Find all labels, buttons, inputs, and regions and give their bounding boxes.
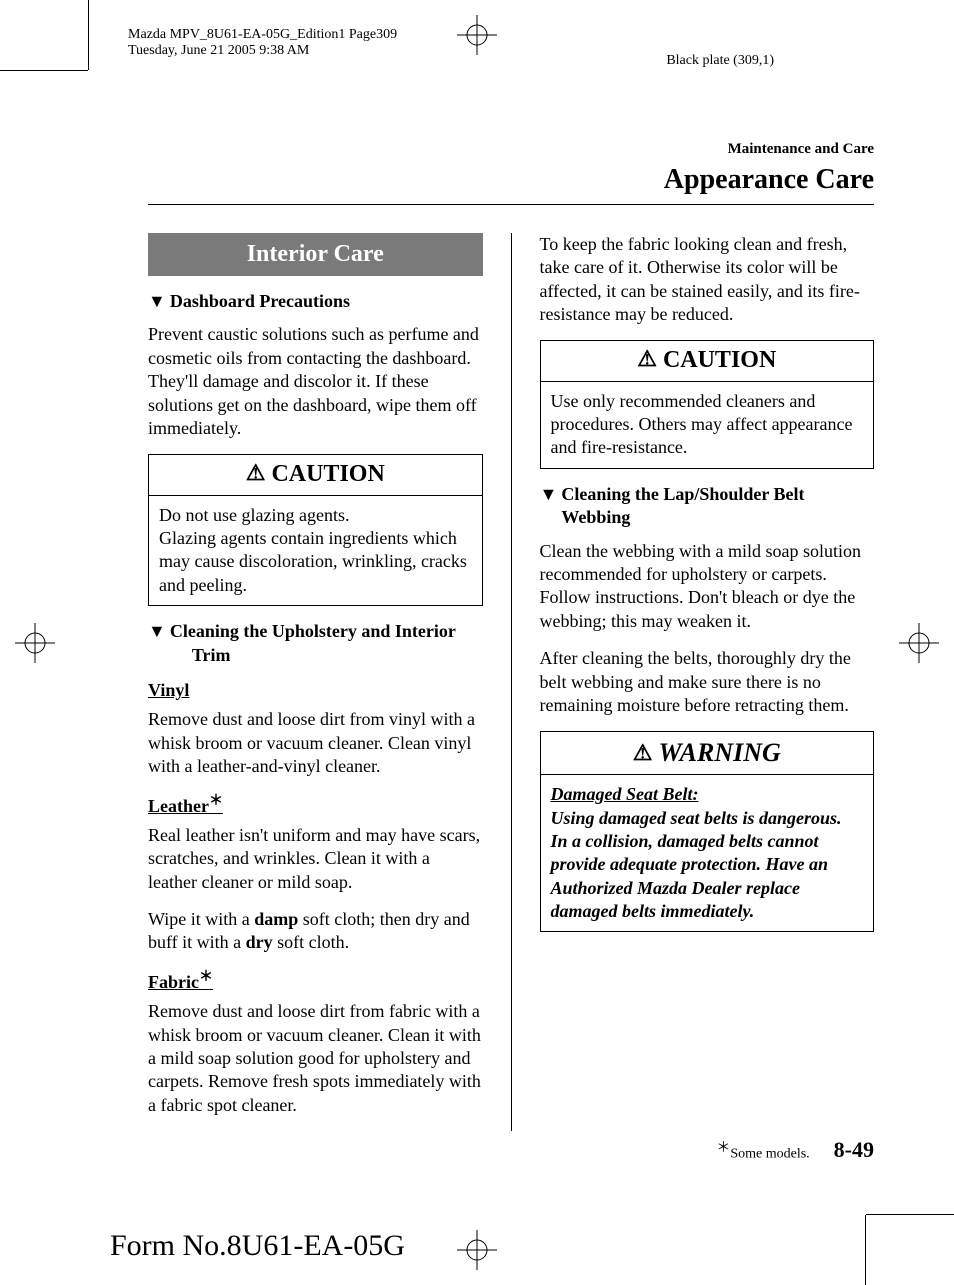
header-title: Appearance Care <box>148 162 874 198</box>
header-rule <box>148 204 874 205</box>
text: soft cloth. <box>273 932 350 952</box>
warning-subhead: Damaged Seat Belt: <box>551 784 699 804</box>
warning-text: Using damaged seat belts is dangerous. I… <box>551 808 842 922</box>
column-separator <box>511 233 512 1131</box>
paragraph: After cleaning the belts, thoroughly dry… <box>540 647 875 717</box>
crop-mark <box>866 1214 954 1215</box>
text: Wipe it with a <box>148 909 254 929</box>
crop-mark <box>865 1215 866 1285</box>
subhead-label: Dashboard Precautions <box>170 290 350 313</box>
registration-mark-icon <box>457 15 497 55</box>
caution-body: Do not use glazing agents. Glazing agent… <box>149 496 482 606</box>
page-content: Maintenance and Care Appearance Care Int… <box>148 140 874 1165</box>
triangle-icon: ▼ <box>148 620 166 643</box>
warning-box: ⚠WARNING Damaged Seat Belt: Using damage… <box>540 731 875 932</box>
paragraph: Prevent caustic solutions such as perfum… <box>148 323 483 440</box>
footer-note: ＊Some models. <box>716 1140 809 1164</box>
caution-body: Use only recommended cleaners and proced… <box>541 382 874 468</box>
paragraph: Real leather isn't uniform and may have … <box>148 824 483 894</box>
heading-text: Fabric <box>148 972 199 992</box>
header-section: Maintenance and Care <box>148 140 874 160</box>
paragraph: Wipe it with a damp soft cloth; then dry… <box>148 908 483 955</box>
page-number: 8-49 <box>834 1136 874 1165</box>
triangle-icon: ▼ <box>148 290 166 313</box>
bold-text: dry <box>246 932 273 952</box>
material-heading-fabric: Fabric＊ <box>148 969 483 994</box>
caution-title: ⚠CAUTION <box>149 455 482 495</box>
warning-triangle-icon: ⚠ <box>246 460 266 485</box>
crop-mark <box>0 70 88 71</box>
page-footer: ＊Some models. 8-49 <box>148 1136 874 1165</box>
warning-triangle-icon: ⚠ <box>633 740 653 765</box>
subhead-label: Cleaning the Upholstery and Interior Tri… <box>170 620 483 667</box>
caution-label: CAUTION <box>663 347 776 373</box>
print-timestamp: Tuesday, June 21 2005 9:38 AM <box>128 42 309 60</box>
material-heading-leather: Leather＊ <box>148 793 483 818</box>
triangle-icon: ▼ <box>540 483 558 506</box>
subhead-cleaning-belt: ▼ Cleaning the Lap/Shoulder Belt Webbing <box>540 483 875 530</box>
subhead-cleaning-upholstery: ▼ Cleaning the Upholstery and Interior T… <box>148 620 483 667</box>
warning-triangle-icon: ⚠ <box>637 346 657 371</box>
material-heading-vinyl: Vinyl <box>148 679 483 702</box>
form-number: Form No.8U61-EA-05G <box>110 1226 405 1265</box>
caution-label: CAUTION <box>271 461 384 487</box>
footer-note-text: Some models. <box>730 1146 809 1161</box>
caution-title: ⚠CAUTION <box>541 341 874 381</box>
left-column: Interior Care ▼ Dashboard Precautions Pr… <box>148 233 483 1131</box>
caution-box: ⚠CAUTION Use only recommended cleaners a… <box>540 340 875 468</box>
asterisk-icon: ＊ <box>199 970 213 985</box>
registration-mark-icon <box>457 1230 497 1270</box>
paragraph: Remove dust and loose dirt from fabric w… <box>148 1000 483 1117</box>
caution-box: ⚠CAUTION Do not use glazing agents. Glaz… <box>148 454 483 606</box>
crop-mark <box>88 0 89 70</box>
asterisk-icon: ＊ <box>716 1141 730 1156</box>
warning-title: ⚠WARNING <box>541 732 874 775</box>
warning-body: Damaged Seat Belt: Using damaged seat be… <box>541 775 874 931</box>
right-column: To keep the fabric looking clean and fre… <box>540 233 875 1131</box>
registration-mark-icon <box>899 623 939 663</box>
warning-label: WARNING <box>658 738 780 767</box>
paragraph: Remove dust and loose dirt from vinyl wi… <box>148 708 483 778</box>
bold-text: damp <box>254 909 298 929</box>
subhead-label: Cleaning the Lap/Shoulder Belt Webbing <box>561 483 874 530</box>
asterisk-icon: ＊ <box>209 794 223 809</box>
paragraph: Clean the webbing with a mild soap solut… <box>540 540 875 634</box>
section-banner: Interior Care <box>148 233 483 276</box>
heading-text: Leather <box>148 796 209 816</box>
registration-mark-icon <box>15 623 55 663</box>
subhead-dashboard: ▼ Dashboard Precautions <box>148 290 483 313</box>
plate-info: Black plate (309,1) <box>666 52 774 70</box>
paragraph: To keep the fabric looking clean and fre… <box>540 233 875 327</box>
